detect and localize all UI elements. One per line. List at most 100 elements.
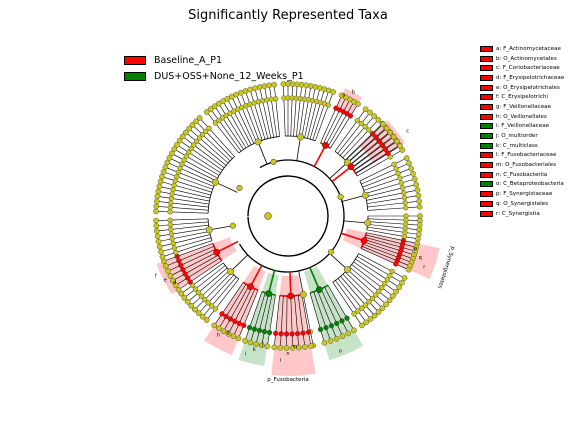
leaf-node (171, 245, 178, 251)
taxa-legend-label: q: O_Synergistales (496, 200, 549, 207)
clade-letter: l (280, 358, 281, 364)
leaf-node (393, 166, 399, 172)
leaf-branch (365, 236, 416, 252)
leaf-branch (161, 176, 212, 193)
leaf-node (344, 315, 350, 321)
clade-stem (209, 225, 233, 231)
clade-letter: r (423, 264, 426, 270)
leaf-branch (158, 231, 210, 242)
leaf-branch (156, 221, 209, 227)
leaf-node (236, 320, 242, 327)
legend-swatch (124, 71, 146, 81)
leaf-node (355, 101, 361, 107)
taxa-legend-entry: r: C_Synergistia (480, 209, 564, 219)
leaf-branch (358, 253, 405, 279)
leaf-branch (255, 293, 269, 345)
leaf-node (367, 109, 373, 116)
leaf-node (359, 305, 365, 311)
taxa-legend-swatch (480, 162, 493, 169)
clade-stem (331, 166, 352, 183)
leaf-node (167, 209, 173, 215)
leaf-branch (351, 264, 394, 297)
leaf-node (163, 263, 169, 269)
leaf-node (181, 157, 187, 163)
leaf-branch (254, 88, 269, 139)
leaf-branch (174, 148, 220, 176)
leaf-node (415, 231, 422, 238)
clade-letter: o (339, 348, 342, 354)
leaf-branch (280, 295, 284, 348)
leaf-branch (367, 224, 420, 231)
leaf-node (390, 134, 397, 140)
leaf-branch (320, 95, 342, 144)
taxa-legend-entry: i: F_Veillonellaceae (480, 122, 564, 132)
legend-entry: Baseline_A_P1 (124, 52, 304, 68)
leaf-branch (170, 252, 217, 277)
leaf-node (283, 345, 290, 351)
leaf-branch (360, 248, 409, 270)
leaf-branch (160, 237, 212, 253)
leaf-branch (344, 123, 383, 161)
leaf-node (216, 325, 222, 332)
leaf-node (416, 198, 422, 204)
leaf-branch (340, 276, 375, 316)
leaf-node (211, 103, 218, 110)
leaf-branch (236, 94, 257, 143)
leaf-node (203, 109, 210, 115)
clade-stem (215, 181, 238, 193)
phylum-label: p_Fusobacteria (267, 377, 308, 383)
taxa-legend-swatch (480, 55, 493, 62)
leaf-node (247, 339, 254, 346)
leaf-branch (199, 117, 235, 157)
leaf-branch (351, 136, 394, 169)
leaf-branch (159, 186, 211, 199)
leaf-branch (322, 97, 347, 145)
leaf-node (193, 118, 199, 125)
leaf-branch (158, 191, 210, 202)
leaf-node (162, 164, 169, 170)
leaf-branch (355, 145, 400, 174)
leaf-node (376, 138, 383, 145)
leaf-branch (273, 84, 280, 137)
leaf-branch (307, 87, 321, 139)
leaf-node (284, 331, 290, 337)
taxa-legend-entry: o: C_Betaproteobacteria (480, 180, 564, 190)
leaf-node (195, 290, 201, 296)
leaf-node (209, 303, 215, 309)
leaf-node (308, 83, 314, 89)
leaf-branch (301, 294, 312, 347)
leaf-branch (283, 84, 286, 137)
taxa-legend-swatch (480, 84, 493, 91)
leaf-node (184, 275, 191, 281)
leaf-node (192, 286, 198, 292)
leaf-node (203, 128, 209, 134)
leaf-node (406, 160, 412, 167)
clade-node (360, 237, 368, 245)
leaf-node (366, 299, 372, 305)
leaf-branch (178, 260, 222, 291)
leaf-branch (315, 91, 334, 141)
clade-stem (341, 194, 366, 202)
taxa-legend-label: g: F_Veillonellaceae (496, 103, 552, 110)
taxa-legend-swatch (480, 94, 493, 101)
taxa-legend-label: o: C_Betaproteobacteria (496, 181, 564, 188)
legend-label: DUS+OSS+None_12_Weeks_P1 (154, 70, 304, 82)
leaf-branch (337, 112, 371, 154)
leaf-node (389, 268, 395, 274)
taxa-legend-entry: n: C_Fusobacteriia (480, 170, 564, 180)
taxa-legend-swatch (480, 74, 493, 81)
clade-stem (329, 162, 348, 179)
clade-highlight (271, 275, 316, 376)
leaf-branch (361, 246, 411, 267)
clade-node (254, 138, 262, 146)
leaf-node (159, 253, 166, 260)
leaf-branch (353, 261, 397, 292)
leaf-node (252, 85, 258, 92)
leaf-branch (195, 121, 233, 159)
leaf-branch (301, 85, 312, 138)
taxa-legend-swatch (480, 123, 493, 130)
leaf-node (401, 190, 407, 196)
phylum-label: p_Synergistetes (436, 246, 455, 290)
leaf-node (362, 302, 369, 308)
leaf-node (182, 271, 188, 277)
